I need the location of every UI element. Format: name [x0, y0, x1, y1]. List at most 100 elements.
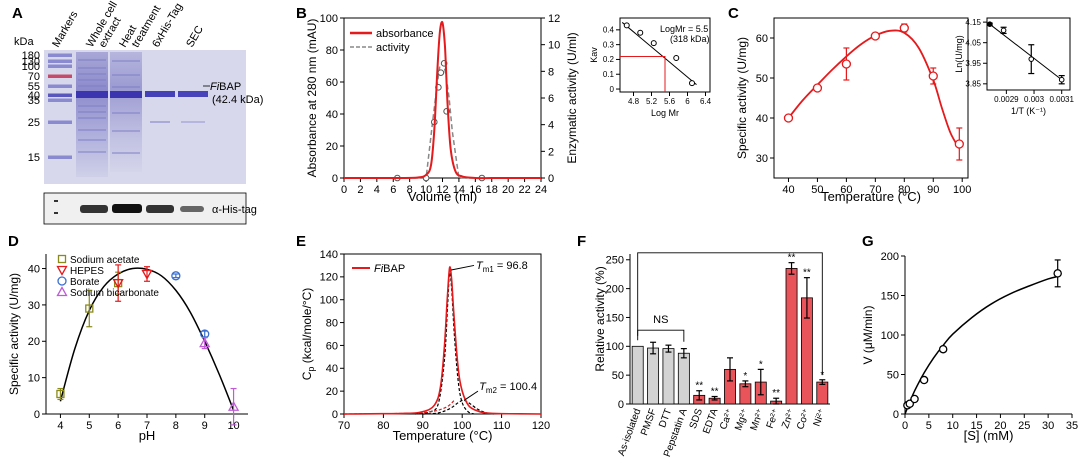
x-tick-label: 6	[115, 420, 121, 432]
y-tick-label: 50	[612, 370, 624, 382]
x-tick-label: 70	[338, 420, 350, 432]
x-tick-label: 24	[535, 184, 547, 196]
y-tick-label: 100	[606, 341, 624, 353]
y-tick-label: 40	[28, 263, 40, 275]
x-tick-label: 6	[685, 97, 690, 106]
y-axis-title: Cp (kcal/mole/°C)	[300, 288, 316, 381]
bar-2	[662, 348, 675, 405]
y2-tick-label: 0	[548, 173, 554, 185]
marker-label-130: 130	[22, 56, 40, 68]
y-tick-label: 80	[326, 45, 338, 57]
x-tick-label: 22	[518, 184, 530, 196]
fibap-band-lane3	[110, 91, 142, 98]
x-axis-title: Temperature (°C)	[821, 189, 921, 204]
inset-point	[986, 21, 993, 27]
x-tick-label: 35	[1066, 420, 1078, 432]
inset-y-title: Kav	[589, 47, 599, 63]
data-point-triangle-down	[141, 269, 153, 280]
activity-point	[437, 69, 445, 76]
y-tick-label: 40	[326, 363, 338, 375]
data-point-circle	[171, 271, 181, 281]
plot-frame	[343, 253, 542, 415]
y2-tick-label: 2	[548, 146, 554, 158]
y-tick-label: 0.3	[603, 40, 615, 49]
chart-e: 70 80 90 100 110 120 0 20 40 60 80 100 120 140 Tempera…	[300, 249, 550, 443]
tm1-sub: m1	[483, 265, 495, 274]
y-tick-label: 0	[893, 409, 899, 421]
marker-label-55: 55	[28, 81, 40, 93]
x-tick-label: 90	[417, 420, 429, 432]
inset-annotation: LogMr = 5.5	[660, 24, 708, 34]
x-tick-label: 100	[953, 184, 971, 196]
tm2-leader	[463, 390, 479, 401]
legend-label: Borate	[70, 277, 100, 288]
y-tick-label: 0	[610, 85, 615, 94]
inset-annotation-kda: (318 kDa)	[670, 34, 710, 44]
y-title-sub: p	[306, 367, 316, 372]
inset-fit-line	[621, 22, 697, 85]
y-tick-label: 0	[332, 173, 338, 185]
x-tick-label: 4	[57, 420, 63, 432]
x-tick-label: 5.2	[646, 97, 658, 106]
y-tick-label: 80	[326, 317, 338, 329]
x-tick-label: 60	[840, 184, 852, 196]
x-tick-label: 0	[341, 184, 347, 196]
significance-mark: **	[695, 381, 703, 392]
significance-mark: *	[759, 359, 763, 370]
chart-g: 0 5 10 15 20 25 30 35 0 50 100 150 200 [S] (mM) V (μM/…	[861, 251, 1078, 443]
western-blot	[43, 192, 247, 225]
data-point	[919, 375, 929, 385]
y-tick-label: 50	[756, 73, 768, 85]
category-label: Ni²⁺	[812, 407, 829, 428]
y-tick-label: 3.85	[965, 80, 981, 89]
tm1-val: = 96.8	[494, 260, 528, 272]
data-point	[954, 139, 964, 149]
panel-letter-F: F	[577, 233, 586, 250]
bar-1	[647, 347, 660, 405]
panel-letter-A: A	[12, 5, 23, 22]
x-tick-label: 25	[1018, 420, 1030, 432]
kda-label: kDa	[14, 36, 34, 48]
legend-marker-triangle-down	[56, 265, 68, 276]
fibap-curve	[343, 266, 542, 415]
significance-mark: *	[743, 371, 747, 382]
data-point-square	[56, 389, 65, 399]
inset-point	[650, 40, 657, 47]
fit-baseline	[343, 399, 455, 415]
y-tick-label: 40	[756, 113, 768, 125]
marker-label-15: 15	[28, 152, 40, 164]
marker-label-100: 100	[22, 61, 40, 73]
marker-band-70	[48, 74, 72, 78]
x-tick-label: 4	[374, 184, 380, 196]
x-tick-label: 0.0031	[1049, 95, 1074, 104]
x-tick-label: 110	[493, 420, 511, 432]
lane-heat-smear	[110, 52, 142, 172]
lane-label-4: SEC	[184, 24, 206, 50]
category-label: Co²⁺	[795, 407, 813, 431]
y2-axis-title: Enzymatic activity (U/ml)	[565, 32, 579, 163]
legend-rest: BAP	[383, 263, 405, 275]
inset-y-title: Ln(U/mg)	[954, 35, 964, 73]
inset-x-title: Log Mr	[651, 108, 679, 118]
y-tick-label: 0	[618, 399, 624, 411]
significance-mark: *	[820, 370, 824, 381]
marker-label-70: 70	[28, 71, 40, 83]
legend-label: Sodium acetate	[70, 255, 140, 266]
x-tick-label: 0.003	[1024, 95, 1045, 104]
x-tick-label: 2	[357, 184, 363, 196]
y-axis-title: Specific activity (U/mg)	[735, 37, 749, 159]
y-tick-label: 20	[326, 141, 338, 153]
activity-line	[397, 62, 484, 179]
band-size-label: (42.4 kDa)	[212, 94, 263, 106]
y-tick-label: 20	[28, 336, 40, 348]
bar-3	[677, 352, 690, 405]
marker-label-25: 25	[28, 117, 40, 129]
panel-letter-E: E	[296, 233, 306, 250]
lane-whole-cell-smear	[76, 52, 108, 177]
x-tick-label: 10	[947, 420, 959, 432]
inset-point	[637, 29, 644, 36]
y-tick-label: 60	[326, 340, 338, 352]
